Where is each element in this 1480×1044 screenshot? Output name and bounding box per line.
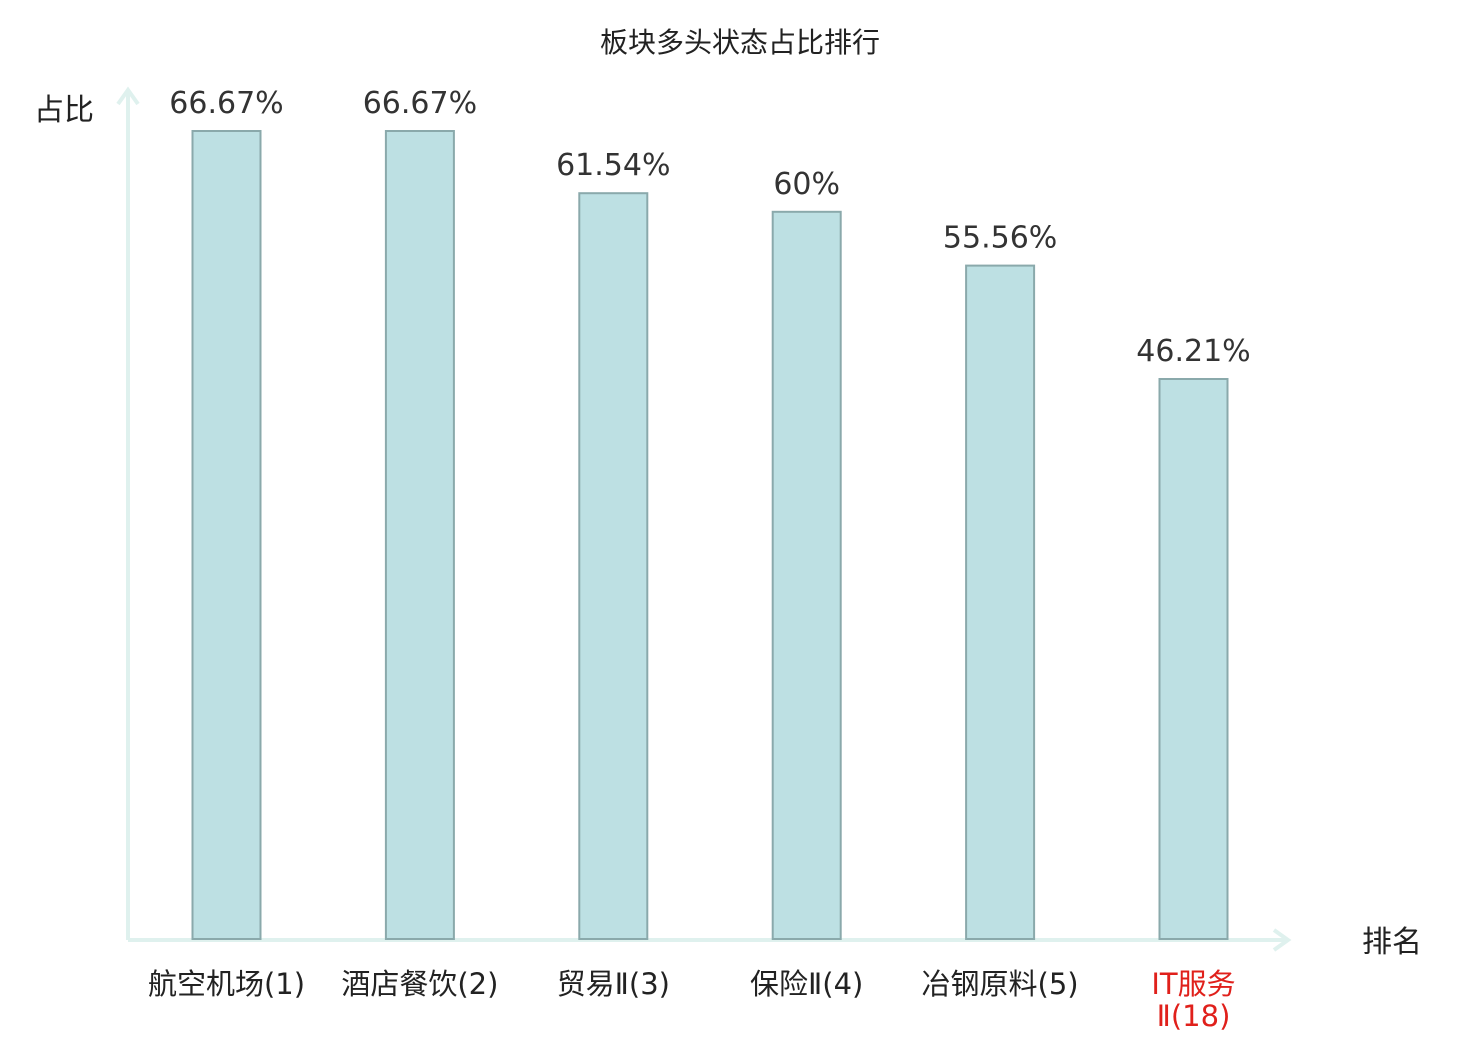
bar-1 [191, 130, 262, 940]
bar-value-label-4: 60% [773, 167, 840, 202]
bar-2 [384, 130, 455, 940]
bar-6 [1158, 378, 1229, 940]
bar-value-label-1: 66.67% [169, 86, 283, 121]
y-axis-arrow-icon [116, 86, 140, 106]
category-label-1: 航空机场(1) [148, 967, 305, 1001]
category-label-6: IT服务 Ⅱ(18) [1151, 967, 1235, 1033]
bar-4 [771, 210, 842, 941]
bar-3 [578, 192, 649, 940]
bar-5 [965, 264, 1036, 941]
category-label-3: 贸易Ⅱ(3) [557, 967, 670, 1001]
category-label-4: 保险Ⅱ(4) [750, 967, 863, 1001]
bar-value-label-2: 66.67% [363, 86, 477, 121]
bars-layer [191, 130, 1229, 941]
bar-value-label-6: 46.21% [1136, 334, 1250, 369]
x-axis-label: 排名 [1362, 925, 1422, 960]
category-labels-layer: 航空机场(1) 酒店餐饮(2) 贸易Ⅱ(3) 保险Ⅱ(4) 冶钢原料(5) IT服务 Ⅱ(1… [148, 967, 1236, 1033]
bar-value-label-5: 55.56% [943, 221, 1057, 256]
y-axis-label: 占比 [34, 93, 94, 128]
value-labels-layer: 66.67% 66.67% 61.54% 60% 55.56% 46.21% [169, 86, 1250, 369]
bar-value-label-3: 61.54% [556, 148, 670, 183]
axes [116, 86, 1292, 952]
x-axis-arrow-icon [1272, 928, 1292, 952]
chart-title: 板块多头状态占比排行 [600, 26, 880, 59]
category-label-2: 酒店餐饮(2) [341, 967, 498, 1001]
category-label-5: 冶钢原料(5) [922, 967, 1079, 1001]
